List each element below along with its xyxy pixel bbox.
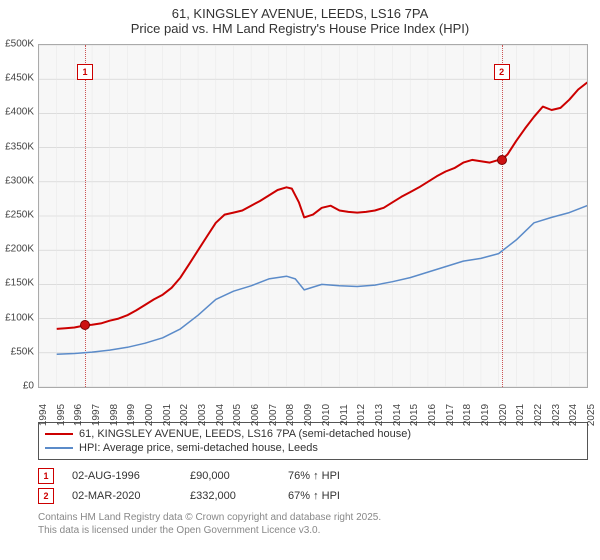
x-tick-label: 1998 — [109, 404, 120, 426]
x-tick-label: 2023 — [551, 404, 562, 426]
sale-marker-box: 1 — [77, 64, 93, 80]
x-tick-label: 2001 — [162, 404, 173, 426]
trade-marker-icon: 2 — [38, 488, 54, 504]
trade-date: 02-AUG-1996 — [72, 470, 172, 482]
chart-title-block: 61, KINGSLEY AVENUE, LEEDS, LS16 7PA Pri… — [0, 0, 600, 38]
attribution-line2: This data is licensed under the Open Gov… — [38, 525, 588, 538]
chart-container: £0£50K£100K£150K£200K£250K£300K£350K£400… — [38, 44, 588, 414]
legend-swatch — [45, 433, 73, 435]
trade-hpi: 76% ↑ HPI — [288, 470, 340, 482]
y-tick-label: £200K — [5, 244, 34, 255]
x-tick-label: 1996 — [73, 404, 84, 426]
x-tick-label: 2013 — [374, 404, 385, 426]
x-tick-label: 2008 — [285, 404, 296, 426]
x-tick-label: 1997 — [91, 404, 102, 426]
title-subtitle: Price paid vs. HM Land Registry's House … — [0, 21, 600, 36]
plot-area: 12 — [38, 44, 588, 388]
x-tick-label: 2017 — [445, 404, 456, 426]
trade-price: £332,000 — [190, 490, 270, 502]
x-tick-label: 2014 — [392, 404, 403, 426]
y-axis-labels: £0£50K£100K£150K£200K£250K£300K£350K£400… — [0, 44, 36, 388]
x-tick-label: 2009 — [303, 404, 314, 426]
legend-label: 61, KINGSLEY AVENUE, LEEDS, LS16 7PA (se… — [79, 428, 411, 440]
y-tick-label: £100K — [5, 312, 34, 323]
x-tick-label: 2020 — [498, 404, 509, 426]
attribution-line1: Contains HM Land Registry data © Crown c… — [38, 512, 588, 525]
sale-dot — [80, 320, 90, 330]
x-tick-label: 2000 — [144, 404, 155, 426]
x-tick-label: 1999 — [126, 404, 137, 426]
y-tick-label: £450K — [5, 73, 34, 84]
x-tick-label: 2006 — [250, 404, 261, 426]
x-tick-label: 2011 — [339, 404, 350, 426]
x-tick-label: 2012 — [356, 404, 367, 426]
x-tick-label: 2010 — [321, 404, 332, 426]
x-tick-label: 2024 — [568, 404, 579, 426]
trade-hpi: 67% ↑ HPI — [288, 490, 340, 502]
y-tick-label: £400K — [5, 107, 34, 118]
x-tick-label: 2025 — [586, 404, 597, 426]
x-tick-label: 2022 — [533, 404, 544, 426]
sale-records: 1 02-AUG-1996 £90,000 76% ↑ HPI 2 02-MAR-2020… — [38, 466, 588, 506]
sale-marker-box: 2 — [494, 64, 510, 80]
legend-swatch — [45, 447, 73, 449]
x-axis-labels: 1994199519961997199819992000200120022003… — [38, 390, 588, 414]
trade-marker-icon: 1 — [38, 468, 54, 484]
attribution: Contains HM Land Registry data © Crown c… — [38, 512, 588, 537]
series-line-hpi — [57, 204, 587, 355]
y-tick-label: £350K — [5, 141, 34, 152]
y-tick-label: £0 — [23, 381, 34, 392]
y-tick-label: £250K — [5, 210, 34, 221]
x-tick-label: 2007 — [268, 404, 279, 426]
title-address: 61, KINGSLEY AVENUE, LEEDS, LS16 7PA — [0, 6, 600, 21]
legend: 61, KINGSLEY AVENUE, LEEDS, LS16 7PA (se… — [38, 422, 588, 460]
trade-price: £90,000 — [190, 470, 270, 482]
x-tick-label: 1994 — [38, 404, 49, 426]
trade-date: 02-MAR-2020 — [72, 490, 172, 502]
x-tick-label: 2021 — [515, 404, 526, 426]
x-tick-label: 2003 — [197, 404, 208, 426]
series-line-subject — [57, 83, 587, 329]
y-tick-label: £50K — [11, 346, 34, 357]
x-tick-label: 2015 — [409, 404, 420, 426]
y-tick-label: £500K — [5, 39, 34, 50]
y-tick-label: £150K — [5, 278, 34, 289]
sale-dot — [497, 155, 507, 165]
x-tick-label: 2002 — [179, 404, 190, 426]
trade-row: 1 02-AUG-1996 £90,000 76% ↑ HPI — [38, 466, 588, 486]
legend-item: 61, KINGSLEY AVENUE, LEEDS, LS16 7PA (se… — [45, 427, 581, 441]
series-lines — [39, 45, 587, 387]
x-tick-label: 2018 — [462, 404, 473, 426]
x-tick-label: 2005 — [232, 404, 243, 426]
x-tick-label: 2019 — [480, 404, 491, 426]
trade-row: 2 02-MAR-2020 £332,000 67% ↑ HPI — [38, 486, 588, 506]
legend-item: HPI: Average price, semi-detached house,… — [45, 441, 581, 455]
x-tick-label: 2004 — [215, 404, 226, 426]
x-tick-label: 2016 — [427, 404, 438, 426]
x-tick-label: 1995 — [56, 404, 67, 426]
legend-label: HPI: Average price, semi-detached house,… — [79, 442, 318, 454]
y-tick-label: £300K — [5, 175, 34, 186]
